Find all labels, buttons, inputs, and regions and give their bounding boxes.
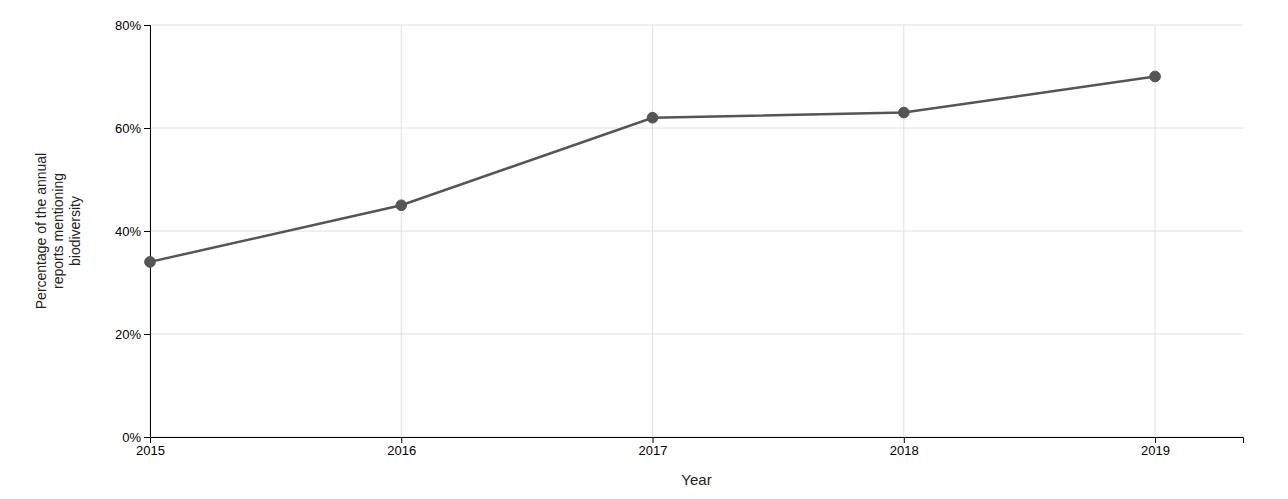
y-tick-label: 60% xyxy=(115,121,141,136)
y-axis-title: Percentage of the annualreports mentioni… xyxy=(33,153,83,309)
y-tick-mark xyxy=(144,128,150,129)
x-tick-label: 2015 xyxy=(136,443,165,458)
grid xyxy=(150,25,1243,437)
y-axis: 0% 20% 40% 60% 80% xyxy=(115,18,151,445)
x-tick: 2016 xyxy=(387,437,416,458)
point xyxy=(1150,71,1161,82)
y-tick-label: 20% xyxy=(115,327,141,342)
y-tick-mark xyxy=(144,231,150,232)
grid-line-x xyxy=(1155,25,1156,437)
grid-line-x xyxy=(903,25,904,437)
y-tick: 0% xyxy=(122,430,150,445)
x-axis-title: Year xyxy=(681,471,711,488)
x-tick-mark xyxy=(653,437,654,443)
point xyxy=(145,257,156,268)
y-axis-line xyxy=(144,26,151,438)
x-axis-line xyxy=(151,438,1244,444)
grid-line-y xyxy=(150,25,1243,26)
y-tick-label: 0% xyxy=(122,430,141,445)
x-tick-mark xyxy=(401,437,402,443)
y-tick-label: 40% xyxy=(115,224,141,239)
y-tick: 60% xyxy=(115,121,150,136)
y-tick-mark xyxy=(144,334,150,335)
x-tick-label: 2016 xyxy=(387,443,416,458)
y-tick: 20% xyxy=(115,327,150,342)
x-tick-mark xyxy=(1155,437,1156,443)
grid-line-y xyxy=(150,128,1243,129)
x-tick-label: 2019 xyxy=(1141,443,1170,458)
point xyxy=(396,200,407,211)
x-tick-mark xyxy=(904,437,905,443)
line xyxy=(150,77,1155,262)
x-tick-label: 2017 xyxy=(639,443,668,458)
x-tick: 2017 xyxy=(639,437,668,458)
point xyxy=(898,107,909,118)
x-tick-label: 2018 xyxy=(890,443,919,458)
y-tick: 80% xyxy=(115,18,150,33)
grid-line-x xyxy=(652,25,653,437)
y-tick-mark xyxy=(144,25,150,26)
x-tick: 2018 xyxy=(890,437,919,458)
y-tick-label: 80% xyxy=(115,18,141,33)
grid-line-y xyxy=(150,334,1243,335)
series xyxy=(145,71,1161,267)
y-tick-mark xyxy=(144,437,150,438)
plot: 2015 2016 2017 2018 2019 0% 20% 40% 60% 80% xyxy=(115,18,1244,459)
x-tick: 2019 xyxy=(1141,437,1170,458)
point xyxy=(647,112,658,123)
y-tick: 40% xyxy=(115,224,150,239)
chart: 2015 2016 2017 2018 2019 0% 20% 40% 60% 80% Year Pe… xyxy=(0,0,1288,499)
grid-line-y xyxy=(150,231,1243,232)
x-axis: 2015 2016 2017 2018 2019 xyxy=(136,437,1243,458)
grid-line-x xyxy=(401,25,402,437)
